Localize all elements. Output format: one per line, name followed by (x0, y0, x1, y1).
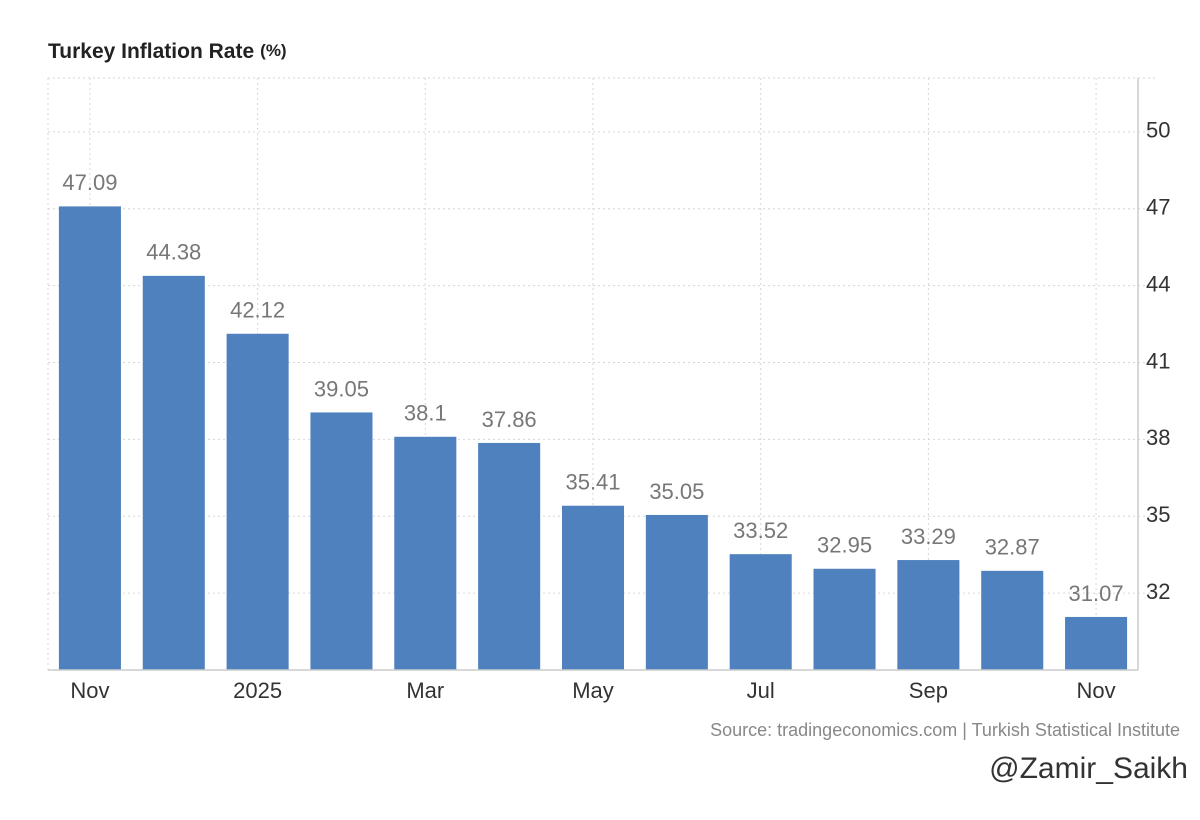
x-tick-label: May (572, 678, 614, 703)
value-label: 35.41 (565, 470, 620, 495)
bar (1065, 616, 1128, 670)
value-label: 44.38 (146, 240, 201, 265)
bar (813, 568, 876, 670)
value-label: 33.29 (901, 524, 956, 549)
bar (561, 505, 625, 670)
x-tick-label: Nov (1077, 678, 1116, 703)
bar (58, 206, 121, 670)
x-tick-label: Mar (406, 678, 444, 703)
y-tick-label: 41 (1146, 348, 1170, 373)
value-label: 35.05 (649, 479, 704, 504)
y-tick-label: 44 (1146, 271, 1170, 296)
value-label: 47.09 (62, 170, 117, 195)
value-label: 39.05 (314, 376, 369, 401)
source-note: Source: tradingeconomics.com | Turkish S… (710, 720, 1180, 740)
chart-title: Turkey Inflation Rate (48, 40, 254, 63)
x-tick-label: Nov (70, 678, 109, 703)
bar (981, 570, 1044, 670)
y-tick-label: 35 (1146, 502, 1170, 527)
bar (310, 412, 373, 670)
bar (394, 436, 457, 670)
bar (478, 442, 541, 670)
y-tick-label: 38 (1146, 425, 1170, 450)
chart-title-unit: (%) (260, 41, 286, 60)
value-label: 42.12 (230, 298, 285, 323)
bar (897, 560, 960, 670)
value-label: 32.95 (817, 533, 872, 558)
value-label: 32.87 (985, 535, 1040, 560)
y-tick-label: 32 (1146, 579, 1170, 604)
watermark: @Zamir_Saikh (989, 752, 1188, 785)
x-tick-label: 2025 (233, 678, 282, 703)
bar (645, 514, 708, 670)
value-label: 37.86 (482, 407, 537, 432)
y-tick-label: 47 (1146, 195, 1170, 220)
chart-title-group: Turkey Inflation Rate (%) (48, 40, 287, 63)
value-label: 31.07 (1069, 581, 1124, 606)
bar (729, 554, 792, 670)
y-tick-label: 50 (1146, 118, 1170, 143)
x-tick-label: Jul (747, 678, 775, 703)
value-label: 38.1 (404, 401, 447, 426)
x-tick-label: Sep (909, 678, 948, 703)
bar (226, 333, 289, 670)
bar (142, 275, 205, 670)
value-label: 33.52 (733, 518, 788, 543)
